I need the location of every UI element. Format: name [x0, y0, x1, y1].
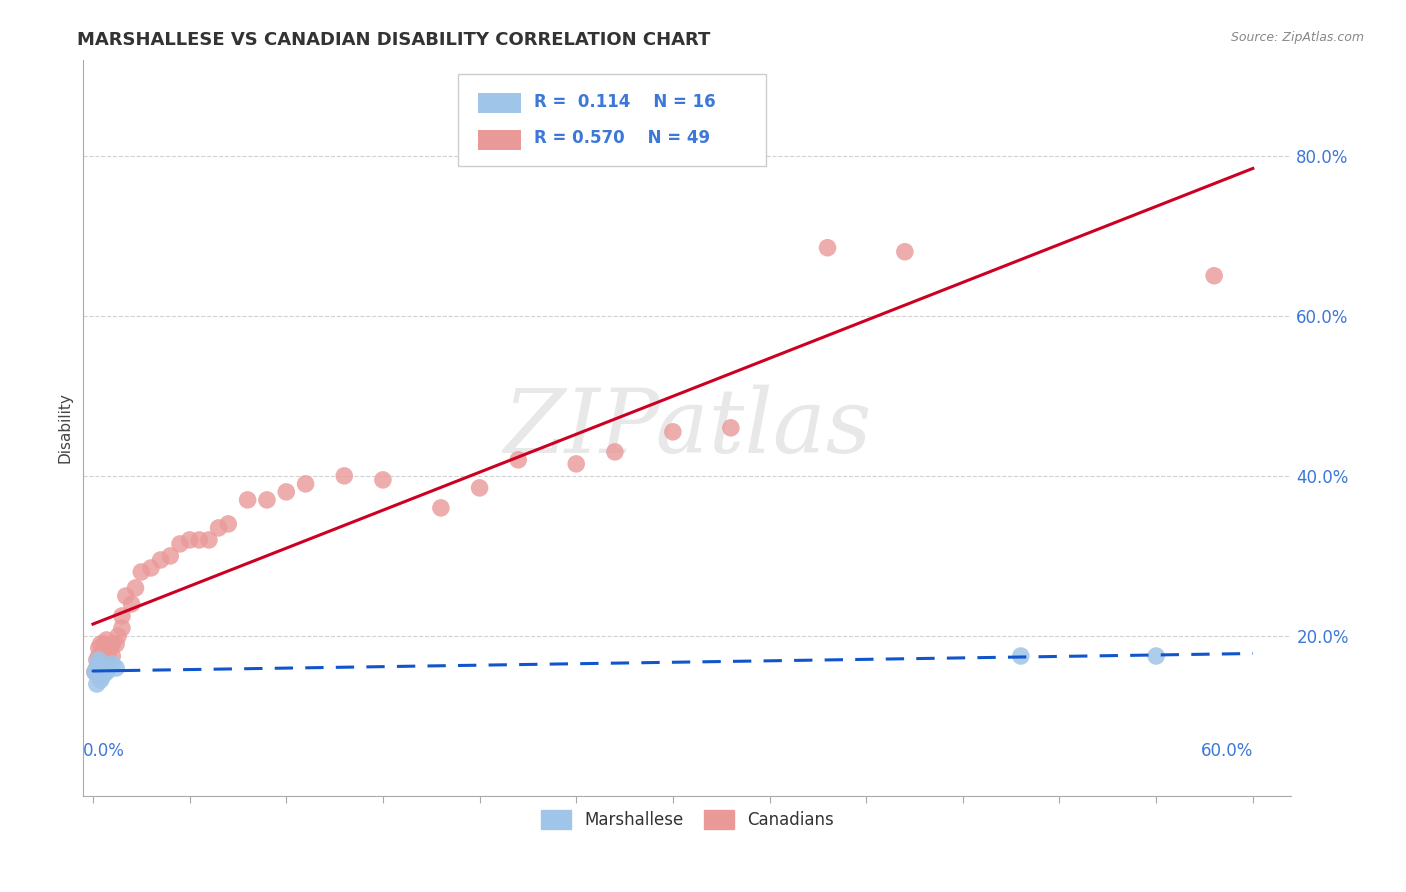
Point: [87, 640, 110, 655]
Point: [149, 553, 172, 567]
Point: [86, 661, 108, 675]
Point: [107, 629, 129, 643]
Point: [86, 653, 108, 667]
Text: Source: ZipAtlas.com: Source: ZipAtlas.com: [1230, 31, 1364, 45]
Text: ZIPatlas: ZIPatlas: [503, 384, 872, 471]
Point: [93, 637, 115, 651]
Point: [159, 549, 181, 563]
Point: [101, 637, 124, 651]
Point: [1204, 268, 1226, 283]
Point: [217, 516, 239, 531]
Point: [111, 609, 134, 624]
Point: [1144, 648, 1167, 663]
Point: [129, 565, 152, 579]
Point: [101, 657, 124, 671]
Point: [236, 492, 259, 507]
Point: [114, 589, 136, 603]
FancyBboxPatch shape: [478, 129, 520, 150]
Point: [333, 468, 356, 483]
Point: [87, 648, 110, 663]
FancyBboxPatch shape: [458, 74, 766, 167]
Point: [565, 457, 588, 471]
Text: MARSHALLESE VS CANADIAN DISABILITY CORRELATION CHART: MARSHALLESE VS CANADIAN DISABILITY CORRE…: [77, 31, 710, 49]
Point: [96, 648, 118, 663]
Point: [1010, 648, 1032, 663]
Point: [817, 241, 839, 255]
Point: [86, 661, 108, 675]
Text: 60.0%: 60.0%: [1201, 741, 1253, 760]
Point: [188, 533, 211, 547]
Point: [468, 481, 491, 495]
Point: [294, 476, 316, 491]
Point: [91, 648, 114, 663]
Point: [139, 561, 162, 575]
Point: [508, 453, 530, 467]
Point: [256, 492, 278, 507]
Point: [430, 500, 453, 515]
Point: [101, 648, 124, 663]
Point: [96, 665, 118, 679]
Point: [86, 677, 108, 691]
Point: [91, 657, 114, 671]
Point: [90, 637, 112, 651]
Point: [198, 533, 221, 547]
Point: [96, 632, 118, 647]
Point: [662, 425, 685, 439]
Point: [90, 673, 112, 687]
Point: [179, 533, 201, 547]
Point: [169, 537, 191, 551]
Point: [720, 421, 742, 435]
Legend: Marshallese, Canadians: Marshallese, Canadians: [534, 803, 841, 836]
Point: [90, 657, 112, 671]
Text: R = 0.570    N = 49: R = 0.570 N = 49: [534, 129, 710, 147]
FancyBboxPatch shape: [478, 93, 520, 113]
Point: [371, 473, 394, 487]
Point: [97, 645, 120, 659]
Point: [603, 445, 626, 459]
Point: [93, 665, 115, 679]
Text: R =  0.114    N = 16: R = 0.114 N = 16: [534, 93, 716, 111]
Point: [207, 521, 229, 535]
Point: [83, 665, 105, 679]
Point: [87, 653, 110, 667]
Text: 0.0%: 0.0%: [83, 741, 125, 760]
Point: [93, 653, 115, 667]
Point: [111, 621, 134, 635]
Point: [894, 244, 917, 259]
Point: [105, 661, 128, 675]
Point: [276, 484, 298, 499]
Point: [98, 640, 121, 655]
Point: [124, 581, 146, 595]
Point: [105, 637, 128, 651]
Point: [121, 597, 143, 611]
Point: [97, 661, 120, 675]
Point: [91, 669, 114, 683]
Point: [83, 665, 105, 679]
Point: [87, 669, 110, 683]
Y-axis label: Disability: Disability: [58, 392, 72, 463]
Point: [91, 661, 114, 675]
